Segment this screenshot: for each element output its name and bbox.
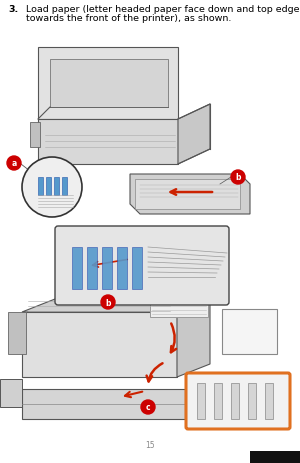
- FancyBboxPatch shape: [30, 123, 40, 148]
- Text: Load paper (letter headed paper face down and top edge: Load paper (letter headed paper face dow…: [26, 5, 299, 14]
- FancyBboxPatch shape: [87, 247, 97, 289]
- Polygon shape: [22, 389, 185, 419]
- Text: towards the front of the printer), as shown.: towards the front of the printer), as sh…: [26, 14, 231, 23]
- FancyBboxPatch shape: [50, 60, 168, 108]
- FancyBboxPatch shape: [150, 289, 208, 317]
- FancyBboxPatch shape: [132, 247, 142, 289]
- Text: 15: 15: [145, 440, 155, 449]
- Text: ↓: ↓: [243, 310, 255, 325]
- FancyBboxPatch shape: [38, 120, 178, 165]
- FancyBboxPatch shape: [72, 247, 82, 289]
- FancyBboxPatch shape: [22, 313, 177, 377]
- FancyBboxPatch shape: [38, 48, 178, 120]
- FancyBboxPatch shape: [117, 247, 127, 289]
- FancyBboxPatch shape: [197, 383, 205, 419]
- Text: b: b: [105, 298, 111, 307]
- Circle shape: [101, 295, 115, 309]
- FancyBboxPatch shape: [250, 451, 300, 463]
- Polygon shape: [22, 300, 210, 313]
- FancyBboxPatch shape: [46, 178, 51, 195]
- Text: c: c: [146, 403, 150, 412]
- Text: YRO: YRO: [241, 325, 257, 334]
- Text: a: a: [11, 159, 16, 168]
- Text: b: b: [235, 173, 241, 182]
- FancyBboxPatch shape: [62, 178, 67, 195]
- FancyBboxPatch shape: [265, 383, 273, 419]
- FancyBboxPatch shape: [231, 383, 239, 419]
- FancyBboxPatch shape: [214, 383, 222, 419]
- FancyBboxPatch shape: [102, 247, 112, 289]
- Text: 3.: 3.: [8, 5, 18, 14]
- Circle shape: [22, 158, 82, 218]
- FancyBboxPatch shape: [222, 309, 277, 354]
- Circle shape: [7, 156, 21, 171]
- FancyBboxPatch shape: [8, 313, 26, 354]
- FancyBboxPatch shape: [55, 226, 229, 305]
- FancyBboxPatch shape: [248, 383, 256, 419]
- FancyBboxPatch shape: [0, 379, 22, 407]
- Circle shape: [231, 171, 245, 185]
- Circle shape: [141, 400, 155, 414]
- FancyBboxPatch shape: [54, 178, 59, 195]
- Polygon shape: [177, 300, 210, 377]
- FancyBboxPatch shape: [38, 178, 43, 195]
- Polygon shape: [130, 175, 250, 214]
- FancyBboxPatch shape: [186, 373, 290, 429]
- Polygon shape: [178, 105, 210, 165]
- FancyBboxPatch shape: [135, 180, 240, 210]
